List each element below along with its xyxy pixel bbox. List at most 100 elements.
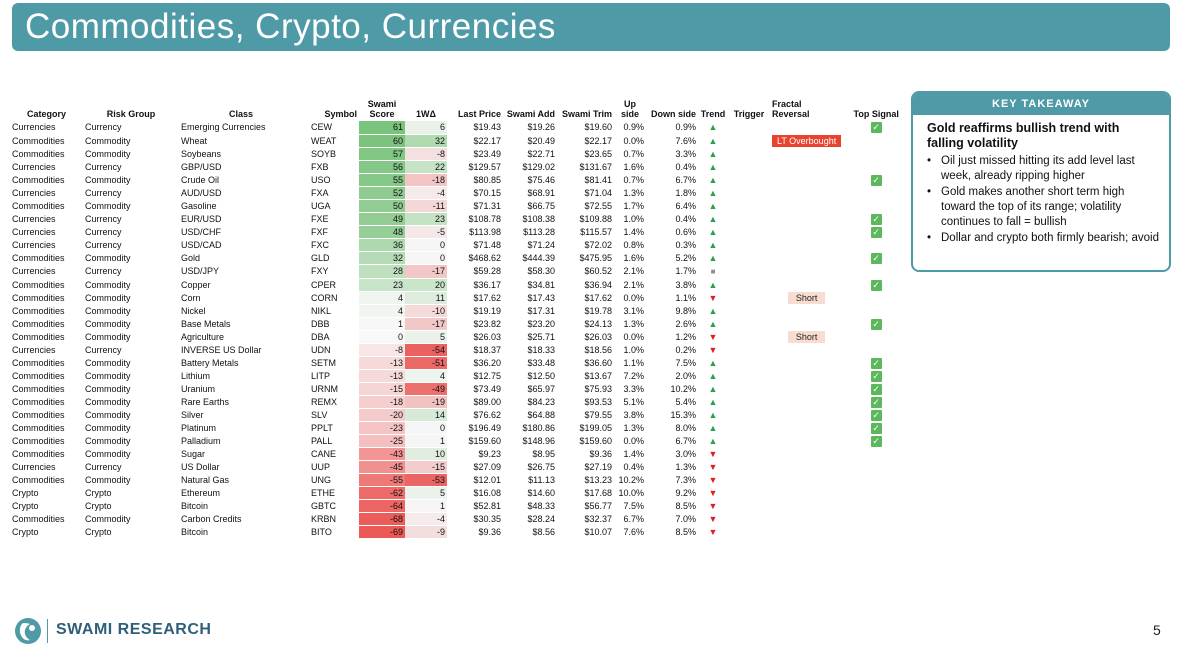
cell-fractal-reversal [770,173,843,186]
col-trend[interactable]: Trend [700,109,726,119]
table-row[interactable]: Commodities Commodity Battery Metals SETM -1… [10,356,909,369]
col-down-side[interactable]: Down side [650,109,696,119]
cell-risk-group: Commodity [85,513,131,524]
col-category[interactable]: Category [26,109,66,119]
cell-risk-group: Commodity [85,383,131,394]
table-row[interactable]: Commodities Commodity Crude Oil USO 55 -18 $80… [10,173,909,186]
cell-category: Currencies [12,239,56,250]
cell-1w-delta: 0 [405,238,447,251]
cell-top-signal [843,460,909,473]
cell-fractal-reversal [770,512,843,525]
cell-swami-score: 52 [359,186,405,199]
cell-risk-group: Commodity [85,357,131,368]
cell-top-signal [843,343,909,356]
cell-1w-delta: 0 [405,251,447,264]
table-row[interactable]: Commodities Commodity Natural Gas UNG -55 -53… [10,473,909,486]
cell-last-price: $26.03 [473,331,501,342]
cell-top-signal [843,486,909,499]
table-row[interactable]: Commodities Commodity Sugar CANE -43 10 $9.23 $… [10,447,909,460]
table-row[interactable]: Currencies Currency AUD/USD FXA 52 -4 $70.15 $6… [10,186,909,199]
table-row[interactable]: Commodities Commodity Gold GLD 32 0 $468.62 $44… [10,251,909,264]
table-row[interactable]: Commodities Commodity Carbon Credits KRBN -6… [10,512,909,525]
table-row[interactable]: Crypto Crypto Bitcoin GBTC -64 1 $52.81 $48.33 $… [10,499,909,512]
table-row[interactable]: Commodities Commodity Palladium PALL -25 1 $15… [10,434,909,447]
cell-trigger [728,343,770,356]
cell-category: Currencies [12,226,56,237]
col-1w-delta[interactable]: 1WΔ [416,109,436,119]
table-row[interactable]: Currencies Currency US Dollar UUP -45 -15 $27.… [10,460,909,473]
cell-symbol: CANE [311,448,337,459]
cell-swami-add: $19.26 [527,122,555,133]
table-row[interactable]: Commodities Commodity Uranium URNM -15 -49 $73… [10,382,909,395]
col-fractal-reversal[interactable]: Fractal Reversal [770,93,843,121]
table-row[interactable]: Commodities Commodity Agriculture DBA 0 5 $26.… [10,330,909,343]
cell-fractal-reversal: Short [770,291,843,304]
col-class[interactable]: Class [228,109,254,119]
table-row[interactable]: Currencies Currency INVERSE US Dollar UDN -8… [10,343,909,356]
table-row[interactable]: Crypto Crypto Ethereum ETHE -62 5 $16.08 $14.60… [10,486,909,499]
col-last-price[interactable]: Last Price [457,109,501,119]
cell-1w-delta: -51 [405,356,447,369]
key-takeaway-headline: Gold reaffirms bullish trend with fallin… [927,121,1120,150]
table-row[interactable]: Currencies Currency GBP/USD FXB 56 22 $129.57 $… [10,160,909,173]
cell-last-price: $73.49 [473,383,501,394]
cell-category: Commodities [12,474,65,485]
cell-last-price: $19.43 [473,122,501,133]
cell-symbol: CORN [311,292,338,303]
key-takeaway-bullet: • Gold makes another short term high towa… [927,185,1159,230]
cell-swami-score: 57 [359,147,405,160]
cell-risk-group: Currency [85,226,122,237]
col-risk-group[interactable]: Risk Group [106,109,156,119]
trend-down-icon: ▼ [708,513,718,524]
col-swami-trim[interactable]: Swami Trim [561,109,612,119]
cell-up-side: 6.7% [623,513,644,524]
table-row[interactable]: Currencies Currency Emerging Currencies CEW… [10,121,909,134]
table-row[interactable]: Commodities Commodity Corn CORN 4 11 $17.62 $17… [10,291,909,304]
table-row[interactable]: Commodities Commodity Wheat WEAT 60 32 $22.17 $… [10,134,909,147]
table-row[interactable]: Commodities Commodity Copper CPER 23 20 $36.17… [10,278,909,291]
table-row[interactable]: Commodities Commodity Rare Earths REMX -18 -1… [10,395,909,408]
cell-swami-trim: $159.60 [579,435,612,446]
table-row[interactable]: Currencies Currency EUR/USD FXE 49 23 $108.78 $… [10,212,909,225]
col-up-side[interactable]: Up side [620,99,639,119]
table-row[interactable]: Currencies Currency USD/CHF FXF 48 -5 $113.98 $… [10,225,909,238]
cell-swami-score: 0 [359,330,405,343]
table-row[interactable]: Commodities Commodity Base Metals DBB 1 -17 $2… [10,317,909,330]
table-row[interactable]: Commodities Commodity Gasoline UGA 50 -11 $71.… [10,199,909,212]
cell-risk-group: Commodity [85,279,131,290]
cell-trend: ▲ [698,434,728,447]
cell-down-side: 7.3% [675,474,696,485]
col-symbol[interactable]: Symbol [324,109,357,119]
table-row[interactable]: Crypto Crypto Bitcoin BITO -69 -9 $9.36 $8.56 $1… [10,525,909,538]
table-row[interactable]: Commodities Commodity Silver SLV -20 14 $76.62… [10,408,909,421]
table-row[interactable]: Commodities Commodity Lithium LITP -13 4 $12.7… [10,369,909,382]
cell-trigger [728,499,770,512]
trend-down-icon: ▼ [708,487,718,498]
cell-swami-add: $64.88 [527,409,555,420]
cell-trigger [728,330,770,343]
col-swami-score[interactable]: Swami Score [359,93,405,121]
cell-category: Currencies [12,266,56,276]
cell-risk-group: Commodity [85,435,131,446]
cell-swami-score: 4 [359,304,405,317]
cell-trend: ▲ [698,147,728,160]
cell-swami-trim: $17.62 [584,292,612,303]
cell-trigger [728,473,770,486]
cell-last-price: $16.08 [473,487,501,498]
table-row[interactable]: Commodities Commodity Nickel NIKL 4 -10 $19.19… [10,304,909,317]
col-swami-add[interactable]: Swami Add [506,109,555,119]
cell-down-side: 0.9% [675,122,696,133]
bullet-dot-icon: • [927,232,932,244]
col-trigger[interactable]: Trigger [733,109,765,119]
cell-category: Currencies [12,213,56,224]
table-row[interactable]: Currencies Currency USD/CAD FXC 36 0 $71.48 $71… [10,238,909,251]
cell-trigger [728,291,770,304]
col-top-signal[interactable]: Top Signal [853,109,899,119]
table-row[interactable]: Commodities Commodity Platinum PPLT -23 0 $196… [10,421,909,434]
cell-category: Commodities [12,292,65,303]
cell-swami-score: -8 [359,343,405,356]
cell-swami-trim: $36.60 [584,357,612,368]
table-row[interactable]: Currencies Currency USD/JPY FXY 28 -17 $59.28 $… [10,264,909,278]
cell-down-side: 2.6% [675,318,696,329]
table-row[interactable]: Commodities Commodity Soybeans SOYB 57 -8 $23.… [10,147,909,160]
